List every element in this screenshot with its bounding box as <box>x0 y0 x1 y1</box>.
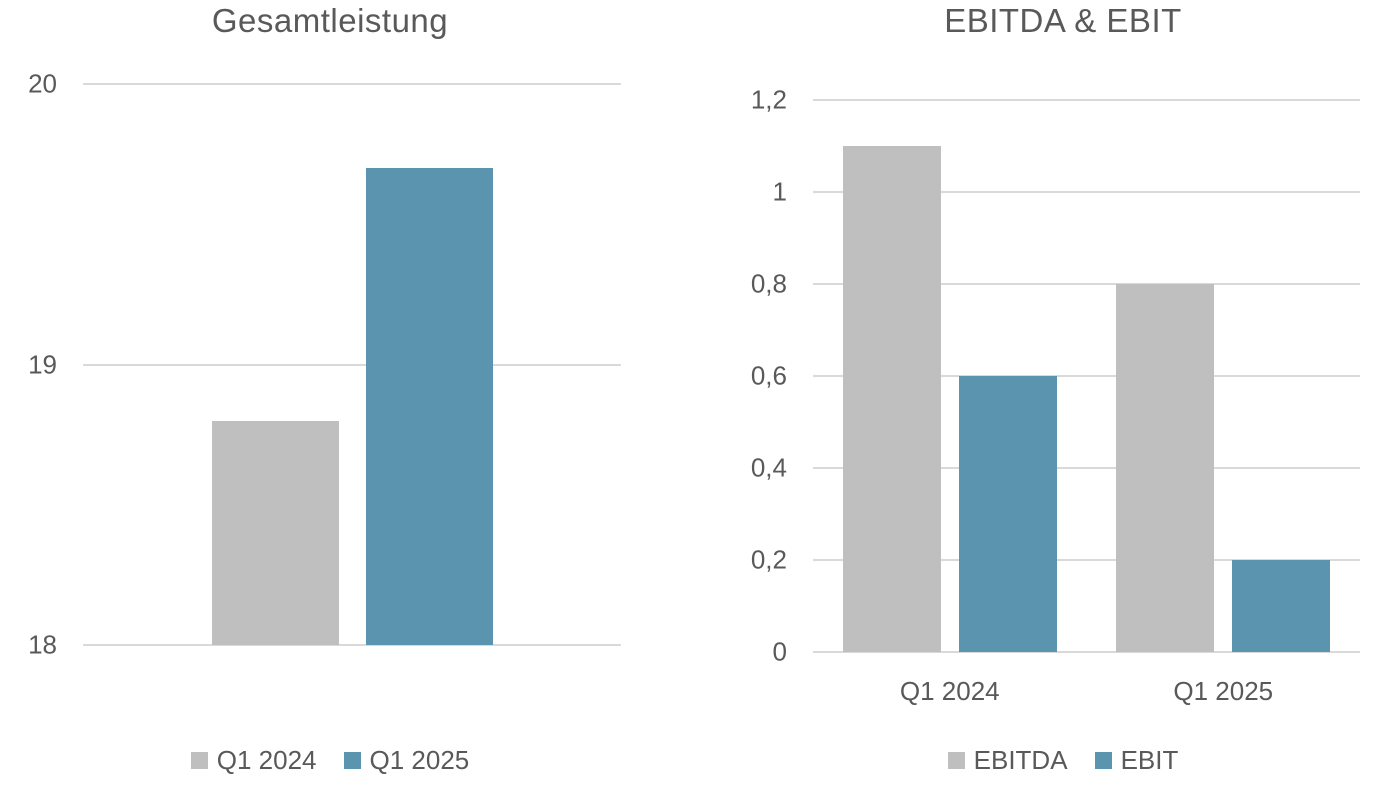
legend-label-ebit: EBIT <box>1120 745 1179 775</box>
gridline-1 <box>813 191 1360 193</box>
y-axis-tick-label-18: 18 <box>28 629 57 660</box>
gridline-20 <box>83 83 621 85</box>
gridline-0 <box>813 651 1360 653</box>
legend-ebitda-ebit: EBITDA EBIT <box>742 745 1384 776</box>
y-axis-tick-label-1-2: 1,2 <box>750 84 787 115</box>
legend-item-ebit: EBIT <box>1094 745 1179 776</box>
y-axis-tick-label-0-6: 0,6 <box>750 360 787 391</box>
legend-swatch-ebitda <box>947 752 965 769</box>
legend-gesamtleistung: Q1 2024 Q1 2025 <box>0 745 660 776</box>
legend-item-q1-2024: Q1 2024 <box>190 745 317 776</box>
bar-q1-2025 <box>365 168 493 645</box>
y-axis-tick-label-0: 0 <box>772 636 787 667</box>
gridline-0-8 <box>813 283 1360 285</box>
y-axis-tick-label-1: 1 <box>772 176 787 207</box>
gridline-0-2 <box>813 559 1360 561</box>
bar-ebitda-q1-2024 <box>842 146 941 652</box>
gridline-18 <box>83 644 621 646</box>
gridline-0-4 <box>813 467 1360 469</box>
x-axis-label-q1-2025: Q1 2025 <box>1173 676 1274 706</box>
legend-label-ebitda: EBITDA <box>973 745 1068 775</box>
chart-title-ebitda-ebit: EBITDA & EBIT <box>944 2 1182 39</box>
plot-area-gesamtleistung: 18 19 20 <box>28 69 621 660</box>
legend-swatch-q1-2025 <box>343 752 361 769</box>
legend-swatch-ebit <box>1094 752 1112 769</box>
bar-ebit-q1-2024 <box>958 376 1057 652</box>
bar-q1-2024 <box>211 420 339 645</box>
chart-gesamtleistung: Gesamtleistung 18 19 20 Q1 2024 Q1 2025 <box>0 0 660 788</box>
y-axis-tick-label-19: 19 <box>28 349 57 379</box>
gridline-19 <box>83 363 621 366</box>
y-axis-tick-label-0-2: 0,2 <box>750 544 787 575</box>
y-axis-tick-label-0-4: 0,4 <box>750 452 787 483</box>
plot-area-ebitda-ebit: 0 0,2 0,4 0,6 0,8 1 1,2 Q1 2024 Q1 2025 <box>751 85 1360 706</box>
y-axis-tick-label-0-8: 0,8 <box>750 268 787 299</box>
y-axis-tick-label-20: 20 <box>28 68 57 99</box>
legend-item-ebitda: EBITDA <box>947 745 1068 776</box>
chart-title-gesamtleistung: Gesamtleistung <box>211 2 449 39</box>
legend-swatch-q1-2024 <box>190 752 208 769</box>
gridline-0-6 <box>813 375 1360 377</box>
bar-ebitda-q1-2025 <box>1116 284 1215 652</box>
legend-label-q1-2025: Q1 2025 <box>369 745 470 775</box>
bar-ebit-q1-2025 <box>1232 560 1331 652</box>
x-axis-label-q1-2024: Q1 2024 <box>899 676 1000 706</box>
chart-ebitda-ebit: EBITDA & EBIT 0 0,2 0,4 0,6 0,8 1 1,2 Q1 2024 Q1… <box>742 0 1384 788</box>
gridline-1-2 <box>813 99 1360 101</box>
legend-item-q1-2025: Q1 2025 <box>343 745 470 776</box>
legend-label-q1-2024: Q1 2024 <box>216 745 317 775</box>
